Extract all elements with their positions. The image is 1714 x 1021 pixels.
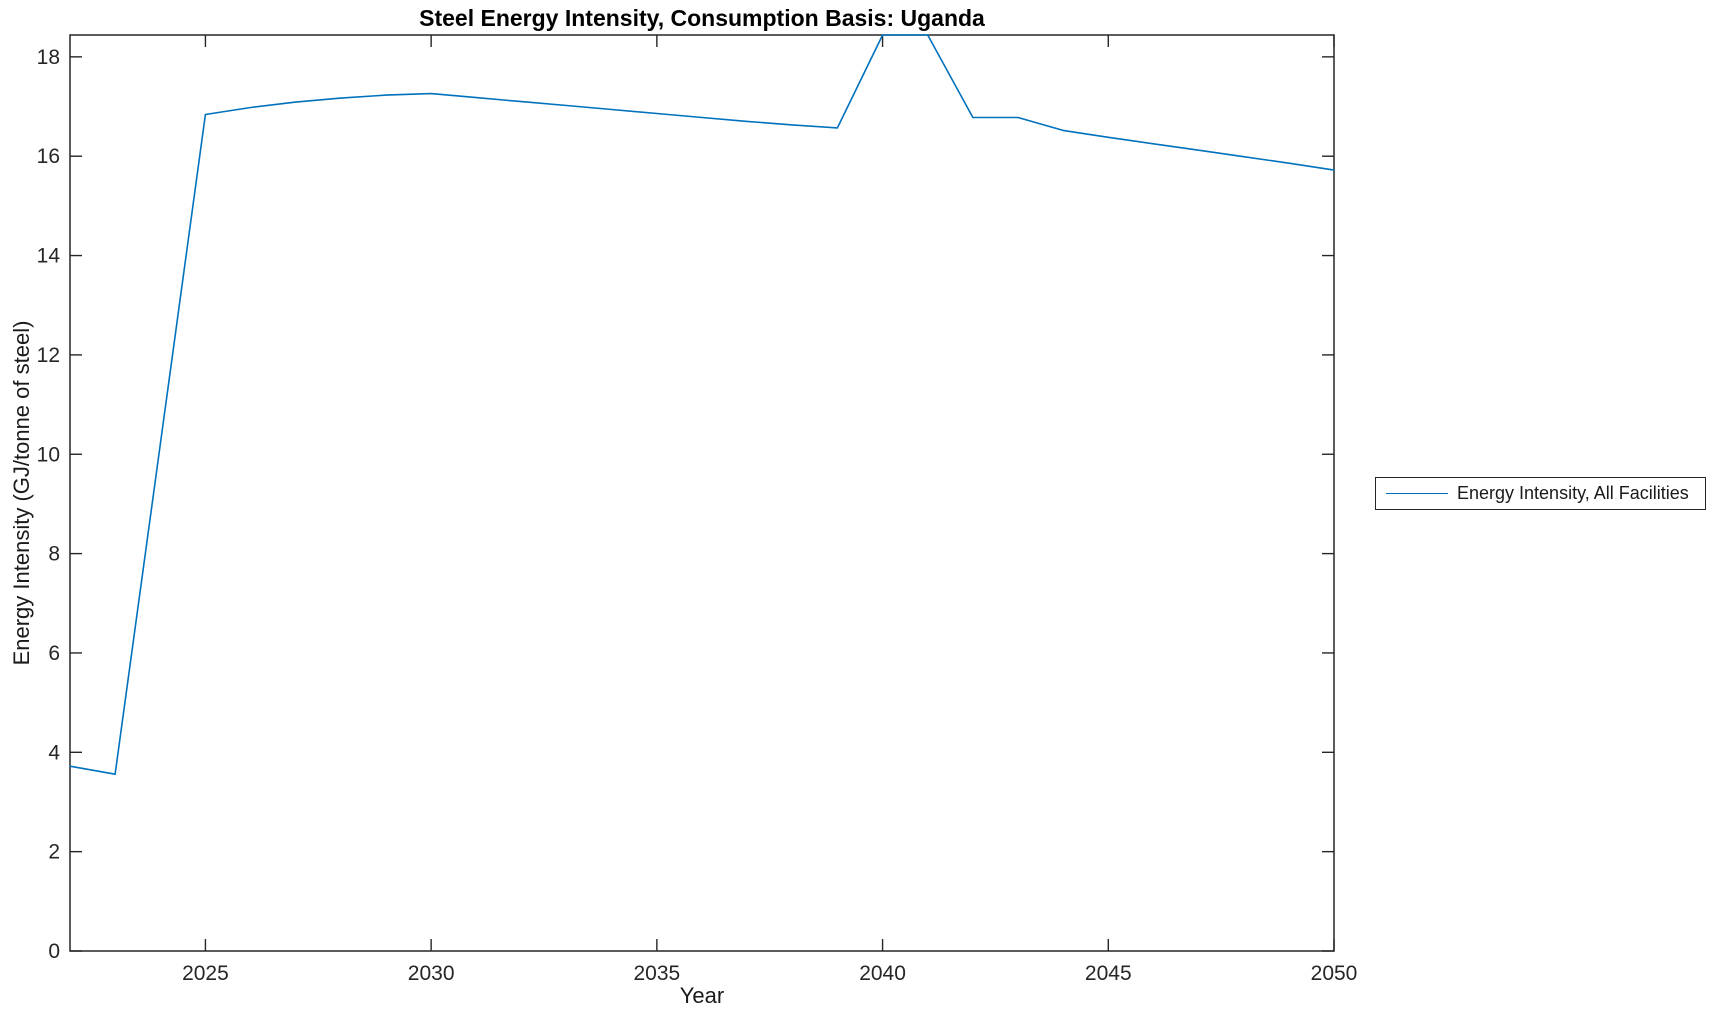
- x-tick-label: 2045: [1085, 962, 1132, 985]
- legend-box: Energy Intensity, All Facilities: [1375, 477, 1706, 510]
- x-tick-label: 2025: [182, 962, 229, 985]
- x-tick-label: 2050: [1311, 962, 1358, 985]
- y-tick-label: 4: [48, 741, 60, 764]
- y-tick-label: 12: [37, 344, 60, 367]
- y-tick-label: 14: [37, 245, 61, 268]
- x-tick-label: 2035: [633, 962, 680, 985]
- axes-box: [69, 34, 1335, 952]
- y-tick-label: 0: [48, 940, 60, 963]
- chart-title: Steel Energy Intensity, Consumption Basi…: [419, 5, 985, 31]
- data-line-series: [69, 34, 1335, 776]
- x-tick-label: 2040: [859, 962, 906, 985]
- legend-line-sample-icon: [1386, 493, 1448, 494]
- x-tick-label: 2030: [408, 962, 455, 985]
- y-tick-label: 2: [48, 841, 60, 864]
- y-tick-label: 16: [37, 145, 60, 168]
- x-axis-label: Year: [679, 983, 725, 1008]
- y-tick-label: 6: [48, 642, 60, 665]
- y-tick-label: 8: [48, 543, 60, 566]
- y-tick-label: 10: [37, 443, 60, 466]
- legend-entry-label: Energy Intensity, All Facilities: [1457, 483, 1689, 503]
- y-tick-label: 18: [37, 46, 60, 69]
